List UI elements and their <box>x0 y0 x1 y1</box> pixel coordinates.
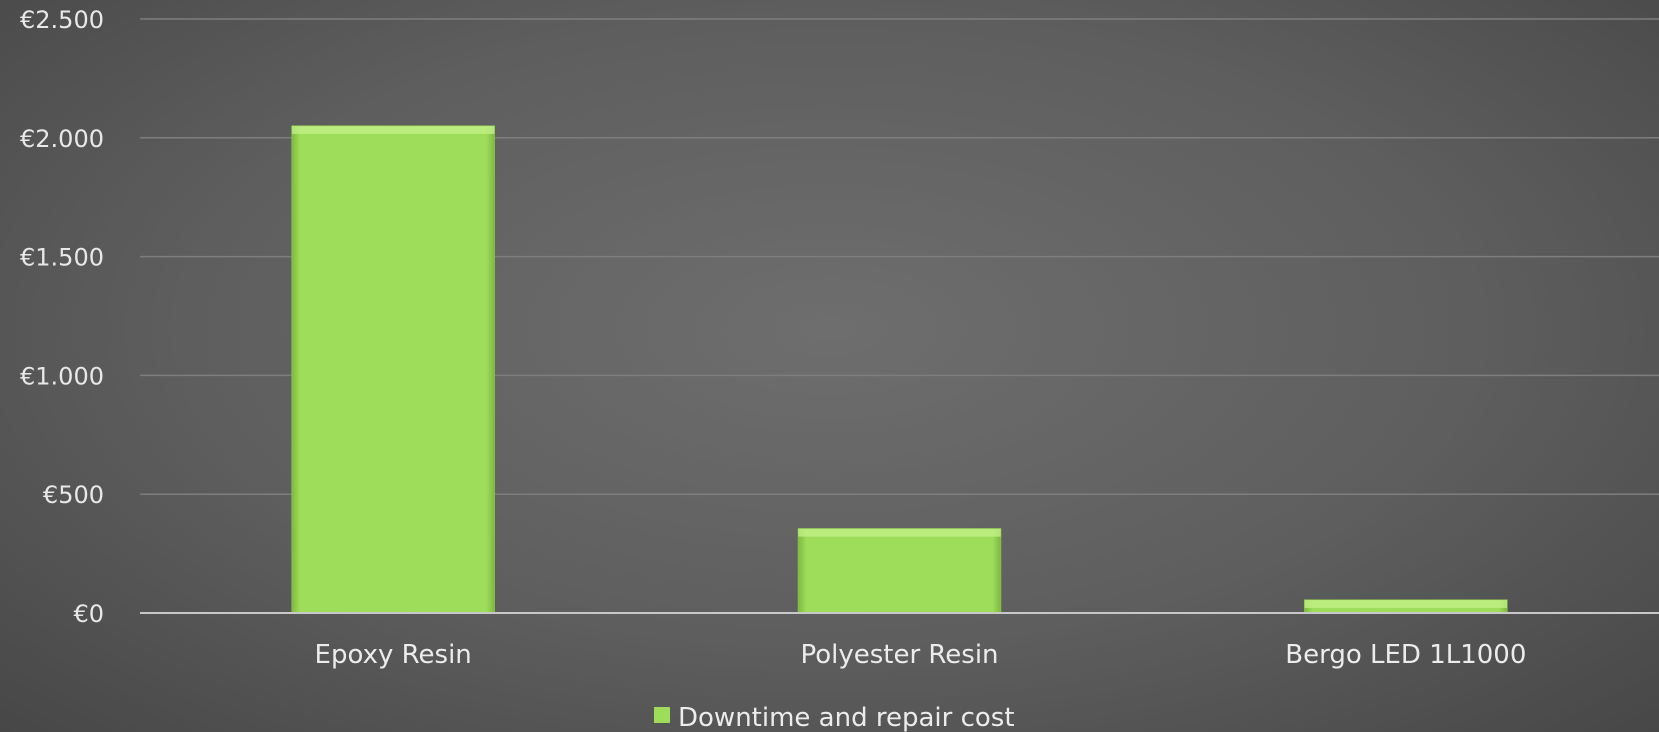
legend: Downtime and repair cost <box>654 703 1015 732</box>
bar-bevel <box>1304 599 1508 608</box>
y-tick-label: €500 <box>43 481 104 509</box>
y-tick-label: €2.500 <box>20 6 104 34</box>
bar-bevel <box>291 125 495 134</box>
y-tick-label: €1.500 <box>20 244 104 272</box>
y-axis-tick-labels: €0 €500 €1.000 €1.500 €2.000 €2.500 <box>20 6 104 628</box>
y-tick-label: €2.000 <box>20 125 104 153</box>
bars <box>291 125 1508 614</box>
x-tick-label: Polyester Resin <box>800 640 998 670</box>
x-tick-label: Epoxy Resin <box>315 640 472 670</box>
x-tick-label: Bergo LED 1L1000 <box>1285 640 1526 670</box>
x-axis-category-labels: Epoxy Resin Polyester Resin Bergo LED 1L10… <box>315 640 1527 670</box>
bar <box>797 528 1002 614</box>
y-tick-label: €1.000 <box>20 362 104 390</box>
bar-bevel <box>798 528 1001 537</box>
y-tick-label: €0 <box>73 600 104 628</box>
legend-label: Downtime and repair cost <box>678 703 1015 732</box>
legend-swatch <box>654 707 670 723</box>
bar <box>291 125 495 614</box>
